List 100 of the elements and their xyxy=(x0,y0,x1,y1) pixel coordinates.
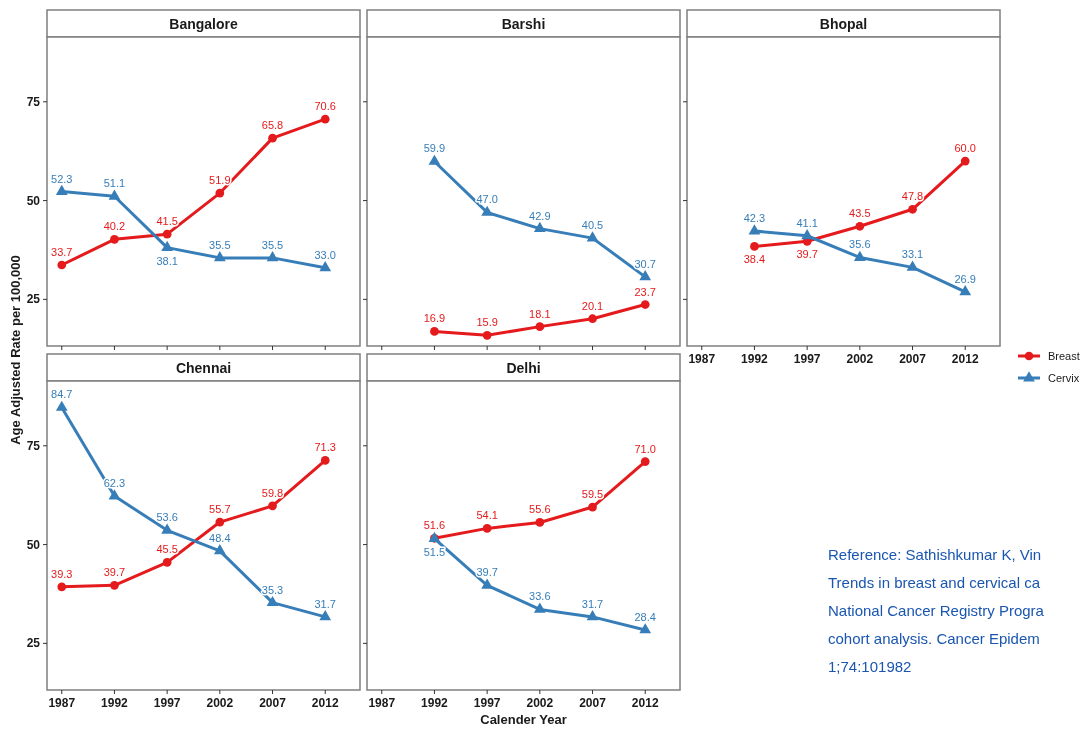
data-label: 41.5 xyxy=(156,215,178,228)
point xyxy=(55,184,68,195)
x-tick-label: 2002 xyxy=(846,352,874,366)
point xyxy=(215,188,225,198)
data-label: 42.9 xyxy=(529,209,551,222)
point xyxy=(750,242,759,251)
point xyxy=(110,580,119,590)
data-label: 35.5 xyxy=(261,238,284,251)
point xyxy=(535,518,545,527)
chart-title: Chennai xyxy=(175,360,232,376)
data-label: 40.5 xyxy=(581,219,604,232)
data-label: 31.7 xyxy=(314,597,336,610)
x-tick-label: 1987 xyxy=(688,352,716,366)
data-label: 35.3 xyxy=(261,583,284,596)
point xyxy=(535,322,545,331)
x-tick-label: 1992 xyxy=(741,352,769,366)
point xyxy=(266,251,279,262)
data-label: 41.1 xyxy=(796,216,818,229)
data-label: 39.7 xyxy=(476,566,498,579)
point xyxy=(801,228,814,240)
data-label: 39.7 xyxy=(103,566,126,579)
chart-title: Bhopal xyxy=(819,16,868,32)
y-tick-label: 75 xyxy=(26,438,41,453)
x-tick-label: 1997 xyxy=(793,352,821,366)
data-label: 51.5 xyxy=(423,545,446,558)
x-tick-label: 2007 xyxy=(579,696,607,710)
data-label: 40.2 xyxy=(103,220,126,233)
point xyxy=(588,502,597,512)
point xyxy=(960,156,970,166)
data-label: 43.5 xyxy=(849,207,871,220)
point xyxy=(533,221,546,233)
data-label: 47.8 xyxy=(901,190,924,203)
point xyxy=(586,610,599,621)
data-label: 60.0 xyxy=(954,142,976,155)
x-tick-label: 1997 xyxy=(473,696,501,710)
point xyxy=(533,602,546,613)
chart-title: Bangalore xyxy=(169,16,238,32)
point xyxy=(959,285,972,296)
data-label: 38.1 xyxy=(156,254,178,267)
legend-label: Breast xyxy=(1048,350,1080,362)
data-label: 51.6 xyxy=(423,519,446,532)
point xyxy=(748,224,761,235)
text: Reference: Sathishkumar K, Vin xyxy=(828,546,1042,563)
x-tick-label: 2002 xyxy=(526,696,554,710)
point xyxy=(908,204,917,214)
point xyxy=(319,610,332,621)
point xyxy=(108,489,121,500)
x-tick-label: 2012 xyxy=(311,696,339,710)
point xyxy=(430,327,439,336)
point xyxy=(639,623,652,634)
x-tick-label: 1987 xyxy=(48,696,76,710)
data-label: 59.5 xyxy=(581,488,604,501)
x-tick-label: 1997 xyxy=(153,696,181,710)
y-tick-label: 50 xyxy=(26,537,41,552)
data-label: 35.6 xyxy=(849,238,871,251)
y-axis-title: Age Adjusted Rate per 100,000 xyxy=(8,255,23,445)
data-label: 47.0 xyxy=(476,193,498,206)
data-label: 45.5 xyxy=(156,543,178,556)
x-tick-label: 2007 xyxy=(899,352,927,366)
point xyxy=(481,205,494,216)
x-tick-label: 2012 xyxy=(951,352,979,366)
data-label: 33.6 xyxy=(529,590,551,603)
point xyxy=(162,558,172,567)
point xyxy=(57,582,67,592)
x-tick-label: 1992 xyxy=(101,696,129,710)
data-label: 39.7 xyxy=(796,248,818,261)
x-tick-label: 2007 xyxy=(259,696,287,710)
point xyxy=(853,250,866,261)
point xyxy=(319,260,332,272)
data-label: 70.6 xyxy=(314,100,336,113)
point xyxy=(215,517,225,527)
data-label: 23.7 xyxy=(634,285,656,298)
point xyxy=(482,524,492,533)
data-label: 38.4 xyxy=(743,253,766,266)
point xyxy=(428,154,441,165)
point xyxy=(320,456,330,465)
text: 1;74:101982 xyxy=(828,658,912,675)
data-label: 39.3 xyxy=(51,567,73,580)
data-label: 31.7 xyxy=(581,597,604,610)
point xyxy=(586,231,599,242)
data-label: 51.9 xyxy=(209,174,231,187)
chart-title: Barshi xyxy=(501,16,546,32)
point xyxy=(110,234,119,244)
point xyxy=(162,229,172,239)
data-label: 84.7 xyxy=(51,388,73,401)
point xyxy=(55,400,68,411)
data-label: 18.1 xyxy=(529,307,551,320)
data-label: 59.9 xyxy=(423,142,446,155)
data-label: 71.0 xyxy=(634,442,656,455)
data-label: 35.5 xyxy=(209,238,231,251)
point xyxy=(161,240,174,252)
point xyxy=(213,544,226,555)
point xyxy=(639,270,652,281)
point xyxy=(855,221,865,231)
data-label: 16.9 xyxy=(423,312,446,325)
y-tick-label: 25 xyxy=(26,292,41,307)
data-label: 26.9 xyxy=(954,272,976,285)
data-label: 51.1 xyxy=(103,177,126,190)
data-label: 65.8 xyxy=(261,119,284,132)
data-label: 33.1 xyxy=(901,248,924,261)
